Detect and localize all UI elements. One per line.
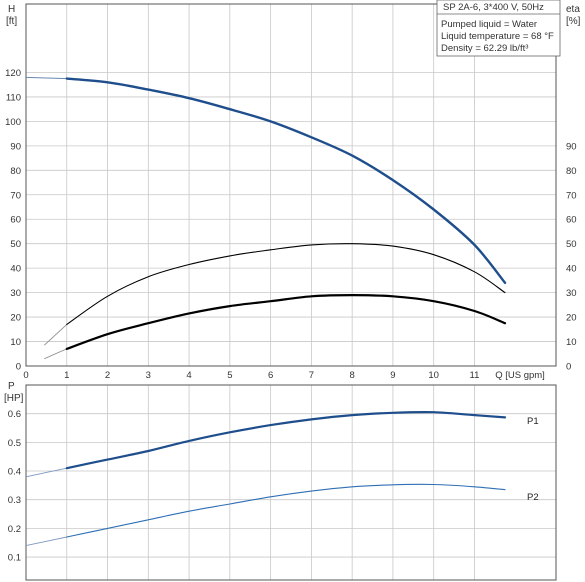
p2-curve bbox=[66, 483, 506, 538]
top-panel-grid bbox=[26, 4, 556, 366]
y-left-tick-label: 70 bbox=[10, 190, 21, 201]
info-box: SP 2A-6, 3*400 V, 50Hz Pumped liquid = W… bbox=[436, 0, 561, 57]
top-left-axis-label: H [ft] bbox=[6, 4, 17, 27]
legend-p2: P2 bbox=[527, 492, 539, 503]
head-leadin-curve bbox=[25, 76, 67, 80]
info-box-density: Density = 62.29 lb/ft³ bbox=[441, 43, 528, 54]
x-tick-label: 11 bbox=[470, 370, 480, 381]
x-tick-label: 2 bbox=[105, 370, 110, 381]
x-tick-label: 1 bbox=[64, 370, 69, 381]
bottom-panel-curves bbox=[25, 410, 507, 547]
top-panel-curves bbox=[25, 76, 507, 360]
x-tick-label: 3 bbox=[146, 370, 151, 381]
y-left-tick-label: 50 bbox=[10, 239, 21, 250]
p1-leadin-curve bbox=[25, 467, 67, 478]
x-tick-label: 7 bbox=[309, 370, 314, 381]
x-tick-label: 8 bbox=[350, 370, 355, 381]
y-left-tick-label: 80 bbox=[10, 166, 21, 177]
top-right-axis-label: eta [%] bbox=[566, 4, 581, 27]
p1-curve bbox=[65, 410, 507, 470]
p2-leadin-curve bbox=[25, 536, 67, 547]
y-right-tick-label: 90 bbox=[566, 141, 577, 152]
p-tick-label: 0.2 bbox=[8, 524, 21, 535]
p-tick-label: 0.6 bbox=[8, 409, 21, 420]
y-right-tick-label: 40 bbox=[566, 264, 577, 275]
head-curve bbox=[65, 77, 507, 284]
p-axis-unit: [HP] bbox=[4, 393, 24, 404]
y-right-tick-label: 10 bbox=[566, 337, 577, 348]
y-left-tick-label: 30 bbox=[10, 288, 21, 299]
y-right-tick-label: 0 bbox=[566, 362, 571, 373]
y-right-tick-label: 80 bbox=[566, 166, 577, 177]
y-left-axis-unit: [ft] bbox=[6, 16, 17, 27]
y-left-tick-label: 40 bbox=[10, 264, 21, 275]
p-tick-label: 0.4 bbox=[8, 467, 21, 478]
y-left-tick-label: 20 bbox=[10, 313, 21, 324]
y-right-tick-label: 30 bbox=[566, 288, 577, 299]
x-tick-label: 9 bbox=[390, 370, 395, 381]
info-box-model: SP 2A-6, 3*400 V, 50Hz bbox=[443, 2, 544, 13]
y-left-tick-label: 60 bbox=[10, 215, 21, 226]
y-right-tick-label: 20 bbox=[566, 313, 577, 324]
info-box-liquid: Pumped liquid = Water bbox=[441, 19, 537, 30]
eta-upper-leadin-curve bbox=[44, 324, 68, 346]
x-tick-label: 4 bbox=[186, 370, 191, 381]
y-left-tick-label: 100 bbox=[5, 117, 21, 128]
y-left-tick-label: 0 bbox=[16, 362, 21, 373]
p-axis-symbol: P bbox=[8, 381, 15, 392]
x-axis-label: Q [US gpm] bbox=[495, 370, 545, 381]
x-tick-label: 10 bbox=[428, 370, 439, 381]
x-axis-tick-labels: 0 1 2 3 4 5 6 7 8 9 10 11 bbox=[23, 370, 479, 381]
y-left-tick-label: 120 bbox=[5, 68, 21, 79]
y-right-axis-unit: [%] bbox=[566, 16, 581, 27]
y-left-tick-label: 10 bbox=[10, 337, 21, 348]
eta-lower-leadin-curve bbox=[44, 348, 67, 360]
top-right-tick-labels: 0 10 20 30 40 50 60 70 80 90 bbox=[566, 141, 577, 372]
p-tick-label: 0.1 bbox=[8, 553, 21, 564]
top-panel-frame bbox=[25, 3, 557, 367]
x-tick-label: 0 bbox=[23, 370, 28, 381]
bottom-panel-frame bbox=[25, 384, 557, 581]
y-left-tick-label: 90 bbox=[10, 141, 21, 152]
x-tick-label: 5 bbox=[227, 370, 232, 381]
y-right-tick-label: 50 bbox=[566, 239, 577, 250]
bottom-left-tick-labels: 0.1 0.2 0.3 0.4 0.5 0.6 bbox=[8, 409, 21, 563]
y-left-tick-label: 110 bbox=[6, 92, 21, 103]
info-box-temperature: Liquid temperature = 68 °F bbox=[441, 31, 554, 42]
eta-upper-curve bbox=[66, 243, 506, 325]
p-tick-label: 0.5 bbox=[8, 438, 21, 449]
y-right-axis-symbol: eta bbox=[566, 4, 580, 15]
y-right-tick-label: 60 bbox=[566, 215, 577, 226]
info-box-frame bbox=[436, 0, 561, 57]
bottom-panel-grid bbox=[26, 385, 556, 580]
p-tick-label: 0.3 bbox=[8, 495, 21, 506]
legend-p1: P1 bbox=[527, 416, 539, 427]
bottom-left-axis-label: P [HP] bbox=[4, 381, 24, 404]
top-left-tick-labels: 0 10 20 30 40 50 60 70 80 90 100 110 120 bbox=[5, 68, 21, 373]
y-right-tick-label: 70 bbox=[566, 190, 577, 201]
y-left-axis-symbol: H bbox=[8, 4, 15, 15]
x-tick-label: 6 bbox=[268, 370, 273, 381]
eta-lower-curve bbox=[65, 293, 507, 350]
